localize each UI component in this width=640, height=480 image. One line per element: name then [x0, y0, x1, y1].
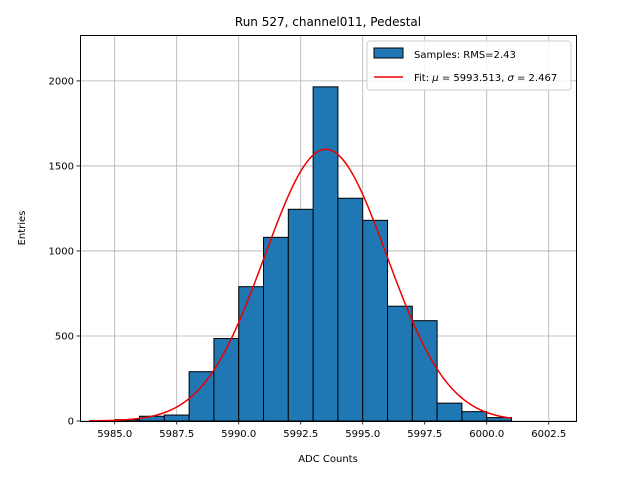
fit-curve-layer [89, 148, 512, 422]
y-tick-label: 2000 [49, 76, 74, 87]
x-tick-label: 5992.5 [283, 429, 318, 440]
histogram-bar [213, 338, 240, 422]
x-tick-label: 5995.0 [345, 429, 380, 440]
histogram-bar [312, 86, 339, 422]
histogram-bar [436, 402, 463, 422]
y-axis: 0 500 1000 1500 2000 [49, 76, 80, 428]
y-tick-label: 500 [55, 331, 74, 342]
histogram-bar [263, 236, 289, 422]
x-tick-label: 5985.0 [97, 429, 132, 440]
histogram-bar [287, 208, 314, 422]
x-axis: 5985.0 5987.5 5990.0 5992.5 5995.0 5997.5 6000… [97, 421, 566, 440]
legend-label-fit: Fit: μ = 5993.513, σ = 2.467 [414, 73, 557, 84]
legend-fit-mu-symbol: μ [431, 73, 438, 84]
legend-swatch-samples [373, 47, 404, 59]
x-tick-label: 6002.5 [531, 429, 566, 440]
y-tick-label: 1500 [49, 161, 74, 172]
histogram-bar [411, 320, 438, 422]
legend-fit-mid: = 5993.513, [439, 73, 508, 84]
y-tick-label: 0 [68, 417, 74, 428]
fit-curve [89, 148, 512, 422]
plot-frame [80, 35, 577, 422]
legend-frame [366, 40, 572, 91]
x-tick-label: 5997.5 [407, 429, 442, 440]
legend-fit-suffix: = 2.467 [514, 73, 557, 84]
x-tick-label: 5990.0 [221, 429, 256, 440]
histogram-bar [362, 219, 389, 422]
chart-title: Run 527, channel011, Pedestal [235, 15, 421, 29]
y-tick-label: 1000 [49, 246, 74, 257]
legend-fit-prefix: Fit: [414, 73, 432, 84]
histogram-bar [461, 411, 488, 422]
histogram-bar [163, 414, 190, 422]
legend-fit-sigma-symbol: σ [507, 73, 514, 84]
legend: Samples: RMS=2.43 Fit: μ = 5993.513, σ =… [366, 40, 572, 91]
histogram-bar [238, 286, 265, 422]
histogram-bars [89, 86, 513, 422]
x-tick-label: 5987.5 [159, 429, 194, 440]
x-tick-label: 6000.0 [469, 429, 504, 440]
histogram-bar [337, 197, 364, 422]
y-axis-label: Entries [17, 211, 28, 246]
legend-label-samples: Samples: RMS=2.43 [414, 50, 516, 61]
x-axis-label: ADC Counts [298, 454, 358, 465]
histogram-bar [387, 305, 413, 422]
